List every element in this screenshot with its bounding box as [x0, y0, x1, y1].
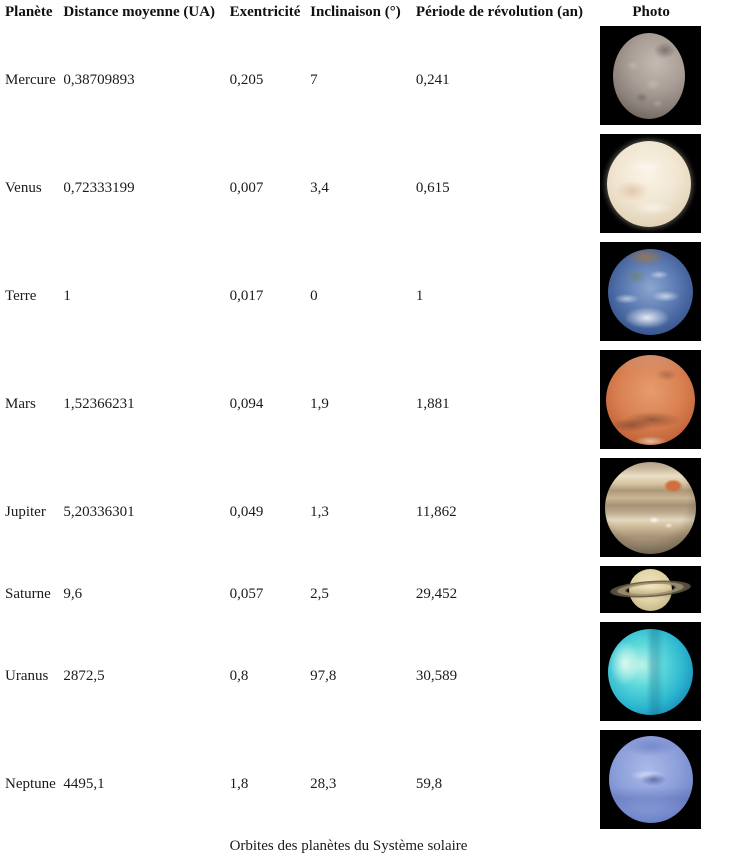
planet-inclination: 1,9	[310, 395, 329, 412]
uranus-photo	[600, 622, 702, 721]
planet-distance: 9,6	[63, 585, 83, 602]
mercury-photo	[600, 26, 702, 125]
planet-inclination: 28,3	[310, 775, 337, 792]
planet-inclination: 0	[310, 287, 318, 304]
planet-eccentricity: 1,8	[229, 775, 249, 792]
planet-distance: 0,38709893	[63, 71, 135, 88]
table-header-row: Planète Distance moyenne (UA) Exentricit…	[5, 0, 702, 26]
uranus-sphere	[608, 629, 694, 715]
table-row-mercure: Mercure 0,38709893 0,205 7 0,241	[5, 26, 702, 134]
planet-name: Mercure	[5, 71, 56, 88]
planet-distance: 4495,1	[63, 775, 105, 792]
earth-photo	[600, 242, 702, 341]
table-caption: Orbites des planètes du Système solaire	[229, 838, 468, 854]
planet-inclination: 2,5	[310, 585, 329, 602]
planet-distance: 0,72333199	[63, 179, 135, 196]
planet-period: 0,241	[415, 71, 450, 88]
column-header-photo: Photo	[632, 4, 670, 20]
planet-name: Neptune	[5, 775, 56, 792]
planet-eccentricity: 0,017	[229, 287, 264, 304]
planet-period: 1	[415, 287, 424, 304]
planet-name: Mars	[5, 395, 36, 412]
planet-period: 1,881	[415, 395, 450, 412]
table-row-neptune: Neptune 4495,1 1,8 28,3 59,8	[5, 730, 702, 838]
planet-inclination: 3,4	[310, 179, 329, 196]
jupiter-sphere	[605, 462, 697, 554]
planet-distance: 1,52366231	[63, 395, 135, 412]
mercury-sphere	[613, 33, 686, 119]
planet-name: Uranus	[5, 667, 49, 684]
table-row-venus: Venus 0,72333199 0,007 3,4 0,615	[5, 134, 702, 242]
planet-table: Planète Distance moyenne (UA) Exentricit…	[5, 0, 702, 838]
planet-inclination: 1,3	[310, 503, 329, 520]
venus-sphere	[607, 141, 692, 227]
saturn-ring	[604, 576, 697, 602]
planet-eccentricity: 0,8	[229, 667, 249, 684]
planet-name: Terre	[5, 287, 37, 304]
table-row-terre: Terre 1 0,017 0 1	[5, 242, 702, 350]
column-header-inclination: Inclinaison (°)	[310, 4, 401, 20]
mars-photo	[600, 350, 702, 449]
column-header-planet: Planète	[5, 4, 53, 20]
planet-inclination: 97,8	[310, 667, 337, 684]
earth-sphere	[608, 249, 694, 335]
venus-photo	[600, 134, 702, 233]
table-row-uranus: Uranus 2872,5 0,8 97,8 30,589	[5, 622, 702, 730]
saturn-photo	[600, 566, 702, 613]
table-row-saturne: Saturne 9,6 0,057 2,5 29,452	[5, 566, 702, 622]
neptune-photo	[600, 730, 702, 829]
mars-sphere	[606, 355, 696, 445]
column-header-period: Période de révolution (an)	[415, 4, 583, 20]
planet-name: Venus	[5, 179, 42, 196]
planet-name: Jupiter	[5, 503, 46, 520]
planet-eccentricity: 0,057	[229, 585, 264, 602]
neptune-sphere	[609, 736, 694, 823]
planet-eccentricity: 0,049	[229, 503, 264, 520]
planet-distance: 2872,5	[63, 667, 105, 684]
planet-period: 29,452	[415, 585, 458, 602]
planet-eccentricity: 0,007	[229, 179, 264, 196]
planet-period: 0,615	[415, 179, 450, 196]
planet-period: 11,862	[415, 503, 457, 520]
planet-inclination: 7	[310, 71, 318, 88]
planet-period: 59,8	[415, 775, 443, 792]
planet-eccentricity: 0,205	[229, 71, 264, 88]
planet-name: Saturne	[5, 585, 51, 602]
jupiter-photo	[600, 458, 702, 557]
planet-eccentricity: 0,094	[229, 395, 264, 412]
column-header-eccentricity: Exentricité	[229, 4, 301, 20]
column-header-distance: Distance moyenne (UA)	[63, 4, 216, 20]
planet-distance: 1	[63, 287, 71, 304]
planet-period: 30,589	[415, 667, 458, 684]
table-row-jupiter: Jupiter 5,20336301 0,049 1,3 11,862	[5, 458, 702, 566]
table-row-mars: Mars 1,52366231 0,094 1,9 1,881	[5, 350, 702, 458]
planet-distance: 5,20336301	[63, 503, 135, 520]
